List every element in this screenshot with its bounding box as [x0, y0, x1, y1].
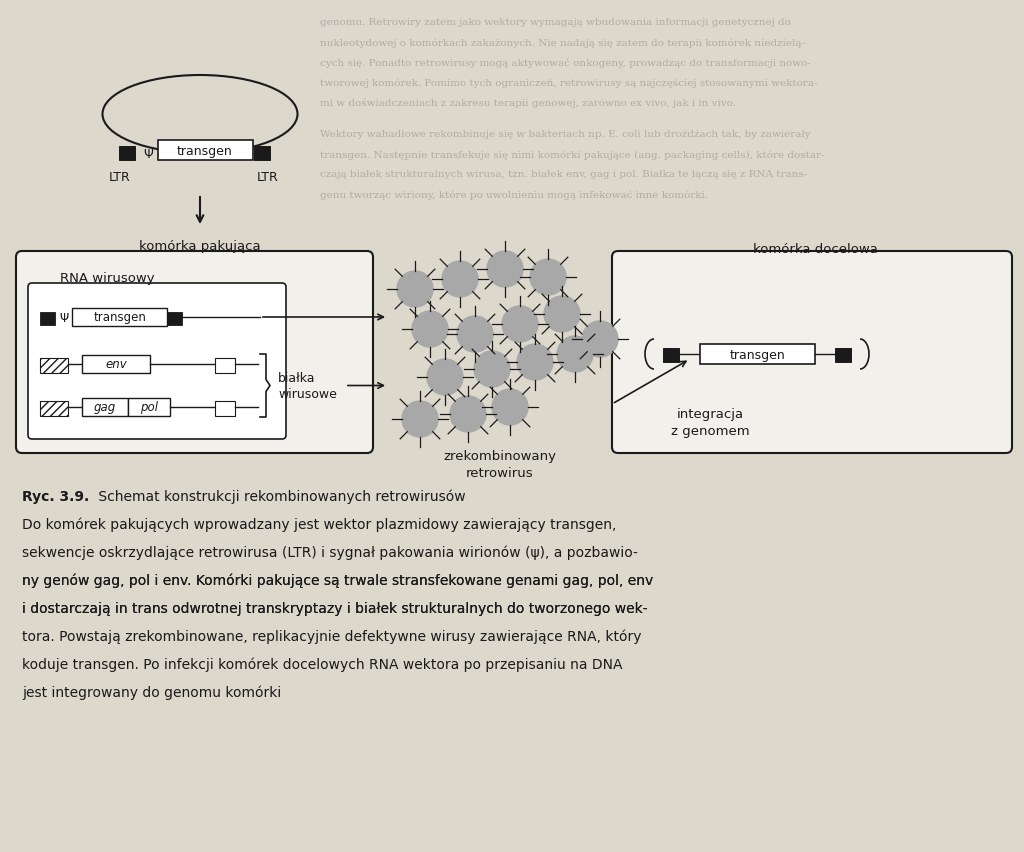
- Text: Ψ: Ψ: [143, 147, 153, 160]
- Circle shape: [492, 389, 528, 425]
- Text: genomu. Retrowiry zatem jako wektory wymagają wbudowania informacji genetycznej : genomu. Retrowiry zatem jako wektory wym…: [319, 18, 791, 27]
- Circle shape: [487, 251, 523, 288]
- Bar: [663, 348, 679, 363]
- Text: sekwencje oskrzydlające retrowirusa (LTR) i sygnał pakowania wirionów (ψ), a poz: sekwencje oskrzydlające retrowirusa (LTR…: [22, 545, 638, 560]
- Bar: [82, 399, 128, 417]
- Text: pol: pol: [140, 401, 158, 414]
- Text: tora. Powstają zrekombinowane, replikacyjnie defektywne wirusy zawierające RNA, : tora. Powstają zrekombinowane, replikacy…: [22, 630, 641, 644]
- Text: LTR: LTR: [257, 170, 279, 184]
- Text: czają białek strukturalnych wirusa, tzn. białek env, gag i pol. Białka te łączą : czają białek strukturalnych wirusa, tzn.…: [319, 170, 807, 179]
- Text: tworowej komórek. Pomimo tych ograniczeń, retrowirusy są najczęściej stosowanymi: tworowej komórek. Pomimo tych ograniczeń…: [319, 78, 817, 88]
- Circle shape: [442, 262, 478, 297]
- FancyBboxPatch shape: [28, 284, 286, 440]
- Text: Ryc. 3.9.: Ryc. 3.9.: [22, 489, 89, 504]
- Bar: [128, 399, 170, 417]
- Text: nukleotydowej o komórkach zakażonych. Nie nadają się zatem do terapii komórek ni: nukleotydowej o komórkach zakażonych. Ni…: [319, 38, 805, 48]
- Bar: [215, 359, 234, 373]
- Bar: [215, 401, 234, 417]
- Text: LTR: LTR: [110, 170, 131, 184]
- Circle shape: [517, 344, 553, 381]
- Text: Ψ: Ψ: [59, 312, 69, 325]
- Bar: [835, 348, 851, 363]
- Circle shape: [427, 360, 463, 395]
- Circle shape: [557, 337, 593, 372]
- Bar: [72, 308, 167, 326]
- Text: i dostarczają in trans odwrotnej transkryptazy i białek strukturalnych do tworzo: i dostarczają in trans odwrotnej transkr…: [22, 602, 647, 615]
- Bar: [82, 355, 150, 373]
- Text: RNA wirusowy: RNA wirusowy: [60, 272, 155, 285]
- Bar: [40, 401, 68, 417]
- Text: ny genów gag, pol i env. Komórki pakujące są trwale stransfekowane genami gag, p: ny genów gag, pol i env. Komórki pakując…: [22, 573, 653, 588]
- Bar: [40, 313, 55, 325]
- Text: transgen: transgen: [93, 311, 146, 324]
- Circle shape: [582, 321, 618, 358]
- Text: genu tworząc wiriony, które po uwolnieniu mogą infekować inne komórki.: genu tworząc wiriony, które po uwolnieni…: [319, 190, 708, 199]
- Bar: [40, 359, 68, 373]
- Circle shape: [474, 352, 510, 388]
- Text: i dostarczają in trans odwrotnej transkryptazy i białek strukturalnych do tworzo: i dostarczają in trans odwrotnej transkr…: [22, 602, 647, 615]
- Bar: [158, 141, 253, 161]
- Circle shape: [544, 296, 580, 332]
- Text: zrekombinowany
retrowirus: zrekombinowany retrowirus: [443, 450, 556, 480]
- Circle shape: [397, 272, 433, 308]
- Text: koduje transgen. Po infekcji komórek docelowych RNA wektora po przepisaniu na DN: koduje transgen. Po infekcji komórek doc…: [22, 657, 623, 671]
- Bar: [700, 344, 815, 365]
- FancyBboxPatch shape: [16, 251, 373, 453]
- Text: białka
wirusowe: białka wirusowe: [278, 371, 337, 401]
- Text: Do komórek pakujących wprowadzany jest wektor plazmidowy zawierający transgen,: Do komórek pakujących wprowadzany jest w…: [22, 517, 616, 532]
- Text: mi w doświadczeniach z zakresu terapii genowej, zarówno ex vivo, jak i in vivo.: mi w doświadczeniach z zakresu terapii g…: [319, 98, 736, 107]
- Text: integracja
z genomem: integracja z genomem: [671, 407, 750, 437]
- Text: transgen: transgen: [177, 144, 232, 158]
- Text: ny genów gag, pol i env. Komórki pakujące są trwale stransfekowane genami gag, p: ny genów gag, pol i env. Komórki pakując…: [22, 573, 653, 588]
- Bar: [119, 147, 135, 161]
- Text: transgen: transgen: [730, 348, 785, 361]
- FancyBboxPatch shape: [612, 251, 1012, 453]
- Circle shape: [530, 260, 566, 296]
- Circle shape: [412, 312, 449, 348]
- Circle shape: [457, 317, 493, 353]
- Text: Schemat konstrukcji rekombinowanych retrowirusów: Schemat konstrukcji rekombinowanych retr…: [94, 489, 466, 504]
- Text: Wektory wahadłowe rekombinuje się w bakteriach np. E. coli lub drożdżach tak, by: Wektory wahadłowe rekombinuje się w bakt…: [319, 130, 811, 139]
- Text: jest integrowany do genomu komórki: jest integrowany do genomu komórki: [22, 685, 282, 699]
- Circle shape: [502, 307, 538, 343]
- Text: transgen. Następnie transfekuje się nimi komórki pakujące (ang. packaging cells): transgen. Następnie transfekuje się nimi…: [319, 150, 824, 159]
- Text: komórka docelowa: komórka docelowa: [753, 243, 878, 256]
- Text: env: env: [105, 358, 127, 371]
- Circle shape: [402, 401, 438, 437]
- Bar: [254, 147, 270, 161]
- Text: gag: gag: [94, 401, 116, 414]
- Text: komórka pakująca: komórka pakująca: [139, 239, 261, 253]
- Text: cych się. Ponadto retrowirusy mogą aktywować onkogeny, prowadząc do transformacj: cych się. Ponadto retrowirusy mogą aktyw…: [319, 58, 811, 68]
- Bar: [167, 313, 182, 325]
- Circle shape: [450, 396, 486, 433]
